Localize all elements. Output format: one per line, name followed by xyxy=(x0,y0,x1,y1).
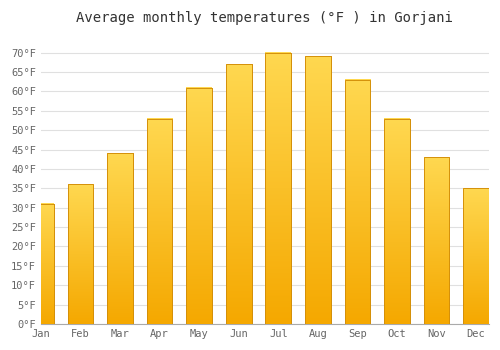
Title: Average monthly temperatures (°F ) in Gorjani: Average monthly temperatures (°F ) in Go… xyxy=(76,11,454,25)
Bar xyxy=(68,184,94,324)
Bar xyxy=(107,153,133,324)
Bar xyxy=(28,204,54,324)
Bar xyxy=(107,153,133,324)
Bar xyxy=(226,64,252,324)
Bar xyxy=(384,119,410,324)
Bar xyxy=(266,52,291,324)
Bar xyxy=(266,52,291,324)
Bar xyxy=(147,119,172,324)
Bar xyxy=(28,204,54,324)
Bar xyxy=(463,188,489,324)
Bar xyxy=(424,157,450,324)
Bar xyxy=(186,88,212,324)
Bar xyxy=(344,80,370,324)
Bar xyxy=(147,119,172,324)
Bar xyxy=(463,188,489,324)
Bar xyxy=(186,88,212,324)
Bar xyxy=(344,80,370,324)
Bar xyxy=(384,119,410,324)
Bar xyxy=(305,56,330,324)
Bar xyxy=(68,184,94,324)
Bar xyxy=(424,157,450,324)
Bar xyxy=(226,64,252,324)
Bar xyxy=(305,56,330,324)
